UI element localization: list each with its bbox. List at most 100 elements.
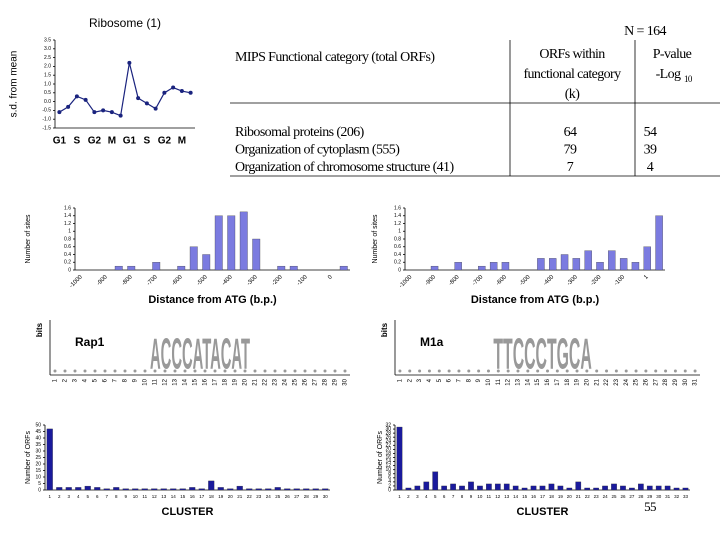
bar [423, 481, 430, 491]
x-tick-label: 13 [161, 494, 167, 499]
y-tick-label: 10 [35, 474, 41, 480]
logo-dot [575, 369, 579, 373]
x-tick-label: 0 [327, 274, 334, 281]
point [127, 60, 132, 65]
y-axis-label: Number of sites [372, 214, 379, 264]
x-tick-label: 19 [558, 494, 564, 499]
position-label: 10 [143, 378, 149, 385]
x-tick-label: 9 [470, 494, 473, 499]
y-tick-label: 18 [385, 451, 391, 457]
y-tick-label: 0.2 [394, 260, 401, 266]
x-tick-label: 14 [513, 494, 519, 499]
position-label: 27 [313, 378, 319, 385]
logo-dot [693, 369, 697, 373]
y-tick-label: 0.8 [394, 236, 401, 242]
table-cell: 7 [567, 160, 574, 175]
x-tick-label: 27 [294, 494, 300, 499]
y-tick-label: -0.5 [42, 108, 51, 114]
y-axis-label: Number of ORFs [377, 431, 384, 484]
logo-dot [113, 369, 117, 373]
y-tick-label: 0.2 [64, 260, 71, 266]
y-tick-label: 0.0 [44, 99, 51, 105]
y-tick-label: 26 [385, 435, 391, 441]
x-tick-label: -1000 [398, 274, 414, 290]
bar [537, 258, 545, 271]
position-label: 3 [73, 378, 79, 382]
table-header: functional category [523, 67, 621, 82]
position-label: 17 [213, 378, 219, 385]
logo-dot [193, 369, 197, 373]
y-tick-label: 1.4 [394, 213, 401, 219]
logo-dot [634, 369, 638, 373]
x-tick-label: 10 [477, 494, 483, 499]
y-tick-label: 1.2 [394, 221, 401, 227]
position-label: 7 [113, 378, 119, 382]
y-tick-label: 24 [385, 439, 391, 445]
y-tick-label: 45 [35, 429, 41, 435]
position-label: 1 [53, 378, 59, 382]
x-tick-label: 22 [247, 494, 253, 499]
y-tick-label: 0 [388, 487, 391, 493]
position-label: 12 [163, 378, 169, 385]
y-tick-label: 3.0 [44, 46, 51, 52]
x-tick-label: -600 [495, 274, 508, 287]
x-tick-label: 28 [304, 494, 310, 499]
point [118, 113, 123, 118]
logo-dot [323, 369, 327, 373]
bar [46, 428, 53, 491]
point [74, 94, 79, 99]
bar [454, 262, 462, 271]
x-tick-label: -300 [246, 274, 259, 287]
bar [489, 262, 498, 271]
bar [673, 487, 680, 491]
x-tick-label: -100 [613, 274, 626, 287]
point [101, 108, 106, 113]
point [153, 106, 158, 111]
bar [152, 262, 161, 271]
bar [198, 488, 205, 491]
position-label: 18 [223, 378, 229, 385]
x-tick-label: 24 [603, 494, 609, 499]
y-axis-label: Number of ORFs [25, 431, 32, 484]
bar [239, 211, 248, 271]
logo-dot [123, 369, 127, 373]
bar [512, 485, 519, 491]
point [171, 85, 176, 90]
x-tick-label: 21 [576, 494, 582, 499]
logo-dot [343, 369, 347, 373]
logo-name: Rap1 [75, 335, 105, 349]
bar [530, 485, 537, 491]
position-label: 26 [303, 378, 309, 385]
y-tick-label: 0.6 [64, 244, 71, 250]
bar [655, 485, 662, 491]
chart: -1.5 -1.0 -0.5 0.0 0.5 1.0 1.5 2.0 2.5 3.0 3.5 s.d.… [9, 16, 195, 147]
x-tick-label: 18 [549, 494, 555, 499]
point [57, 110, 62, 115]
position-label: 2 [63, 378, 69, 382]
y-tick-label: 16 [385, 455, 391, 461]
point [188, 90, 193, 95]
y-axis-label: bits [35, 322, 44, 337]
x-tick-label: -200 [271, 274, 284, 287]
bar [646, 485, 653, 491]
x-tick-label: 11 [487, 494, 492, 499]
x-tick-label: -1000 [69, 274, 85, 290]
bar [486, 483, 492, 491]
x-tick-label: 20 [228, 494, 234, 499]
table-cell: Organization of cytoplasm (555) [235, 143, 400, 158]
y-tick-label: 10 [385, 467, 391, 473]
table-cell: 54 [644, 125, 657, 140]
y-tick-label: 32 [385, 422, 391, 428]
table-cell: 39 [644, 143, 657, 158]
position-label: 13 [173, 378, 179, 385]
x-tick-label: 10 [133, 494, 139, 499]
chart-title: Ribosome (1) [89, 16, 161, 30]
logo-dot [213, 369, 217, 373]
x-axis-label: CLUSTER [162, 506, 214, 518]
position-label: 22 [263, 378, 269, 385]
y-tick-label: 1.2 [64, 221, 71, 227]
x-tick-label: 12 [152, 494, 158, 499]
bar [584, 250, 592, 271]
point [109, 110, 114, 115]
